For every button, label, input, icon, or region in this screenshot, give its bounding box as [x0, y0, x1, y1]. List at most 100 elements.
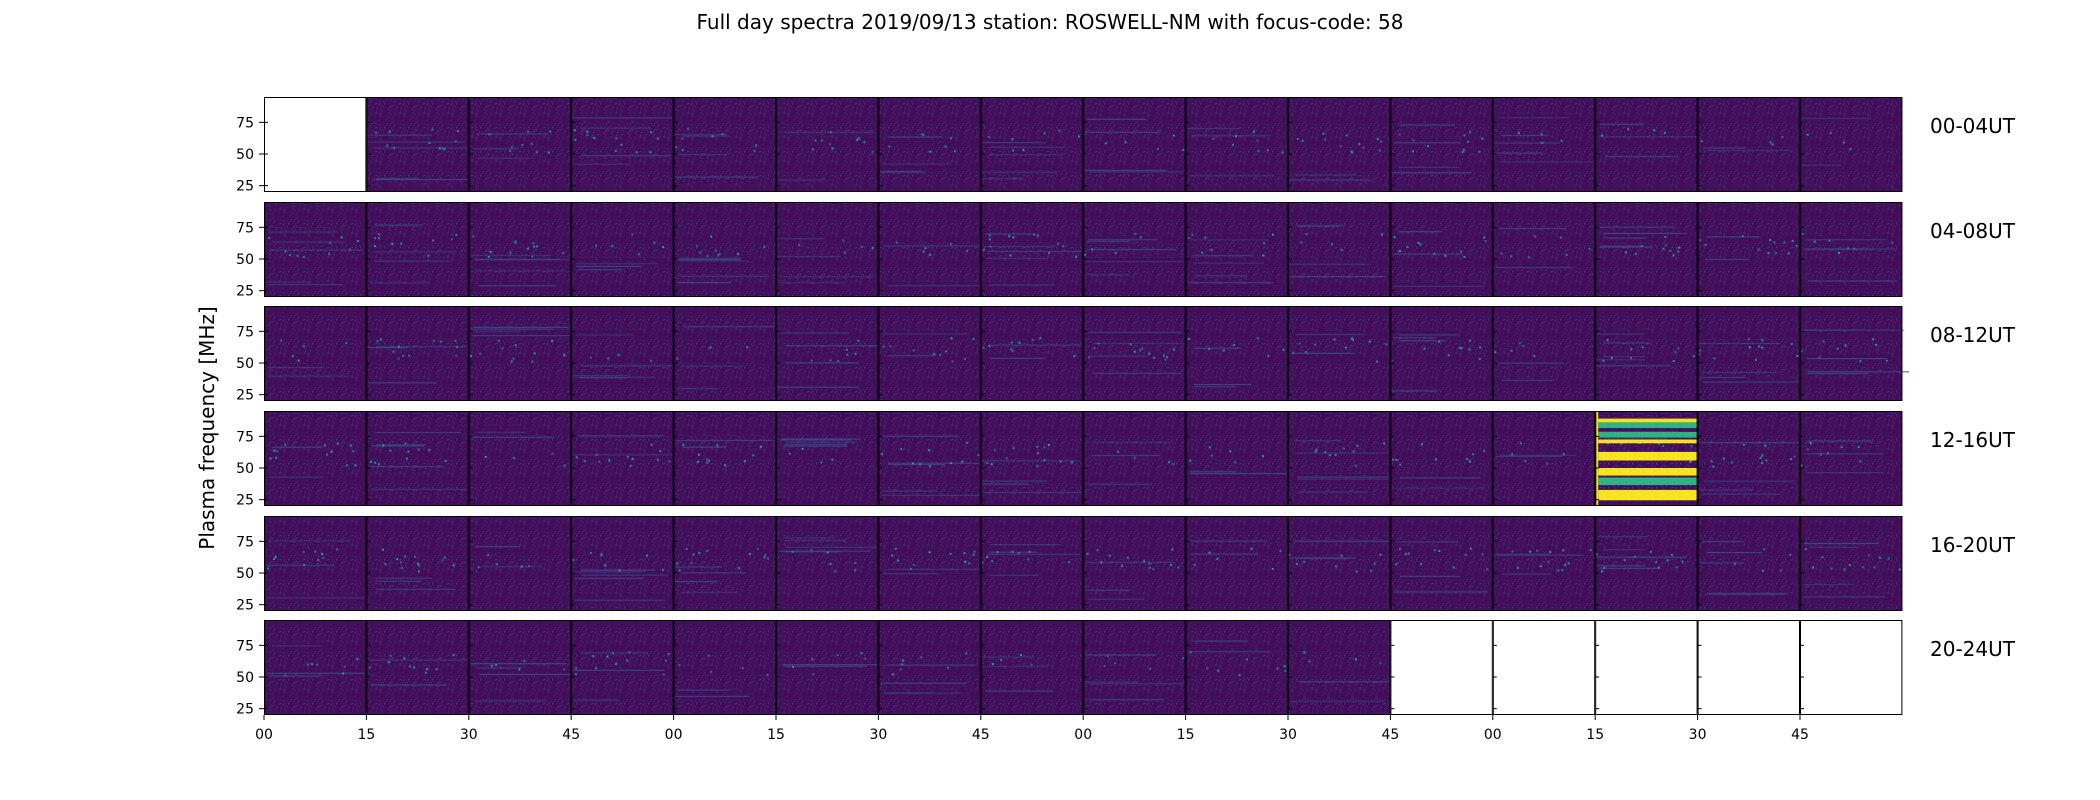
signal-speckle — [968, 562, 971, 565]
interference-line — [1801, 117, 1872, 120]
signal-speckle — [1133, 350, 1136, 353]
signal-speckle — [397, 357, 400, 360]
interference-line — [987, 250, 1088, 253]
spectrum-panel — [366, 620, 469, 715]
panel-frame — [980, 202, 1084, 297]
interference-line — [1805, 239, 1888, 241]
interference-line — [580, 155, 671, 157]
panel-frame — [673, 97, 776, 192]
signal-speckle — [428, 448, 431, 451]
interference-line — [1295, 333, 1366, 336]
signal-speckle — [1589, 549, 1592, 552]
signal-speckle — [933, 352, 936, 355]
spectrum-panel — [776, 411, 879, 506]
signal-speckle — [1483, 236, 1486, 239]
spectra-row: 12-16UT 25 50 75 — [236, 411, 2016, 509]
interference-line — [881, 494, 982, 496]
signal-speckle — [860, 652, 863, 655]
signal-speckle — [1238, 674, 1241, 677]
signal-speckle — [1191, 233, 1194, 236]
signal-speckle — [414, 556, 417, 558]
interference-line — [474, 700, 547, 702]
interference-line — [267, 367, 325, 369]
interference-line — [1089, 274, 1131, 276]
signal-speckle — [1133, 456, 1136, 459]
signal-speckle — [1875, 343, 1877, 346]
signal-speckle — [864, 657, 867, 660]
signal-speckle — [950, 462, 953, 464]
signal-speckle — [843, 251, 846, 254]
signal-speckle — [650, 359, 653, 362]
signal-speckle — [1011, 349, 1014, 352]
signal-speckle — [1250, 547, 1253, 550]
interference-line — [1092, 342, 1187, 345]
interference-line — [1800, 164, 1842, 166]
interference-line — [1398, 166, 1459, 168]
signal-speckle — [759, 445, 762, 448]
signal-speckle — [1830, 132, 1832, 134]
strong-band — [1598, 468, 1698, 476]
spectrum-panel — [776, 516, 879, 611]
signal-speckle — [1305, 233, 1308, 236]
interference-line — [1499, 362, 1563, 364]
interference-line — [1601, 136, 1697, 138]
signal-speckle — [1627, 128, 1630, 131]
signal-speckle — [521, 144, 524, 147]
signal-speckle — [374, 131, 377, 134]
interference-line — [376, 444, 426, 446]
signal-speckle — [1761, 339, 1764, 342]
signal-speckle — [1813, 240, 1816, 243]
interference-line — [1808, 546, 1858, 548]
interference-line — [580, 569, 656, 571]
signal-speckle — [1510, 349, 1513, 352]
signal-speckle — [746, 346, 749, 349]
signal-speckle — [606, 655, 609, 658]
interference-line — [1398, 541, 1459, 543]
spectrum-panel — [1288, 97, 1391, 192]
signal-speckle — [668, 460, 671, 463]
signal-speckle — [1806, 133, 1809, 136]
spectrum-panel — [776, 306, 879, 401]
interference-line — [1494, 554, 1584, 556]
signal-speckle — [600, 553, 603, 556]
signal-speckle — [1117, 450, 1119, 453]
spectrum-panel — [366, 202, 469, 297]
interference-line — [679, 275, 770, 277]
interference-line — [1596, 565, 1646, 567]
signal-speckle — [1027, 558, 1030, 561]
signal-speckle — [1528, 256, 1530, 259]
interference-line — [1806, 358, 1887, 360]
interference-line — [577, 269, 623, 271]
signal-speckle — [991, 560, 994, 562]
spectrum-panel — [1083, 306, 1186, 401]
spectrum-panel — [468, 97, 572, 192]
interference-line — [1803, 596, 1885, 598]
interference-line — [676, 388, 719, 390]
signal-speckle — [1030, 663, 1033, 666]
spectrum-panel — [673, 516, 776, 611]
interference-line — [478, 673, 571, 675]
panel-frame — [1697, 411, 1800, 506]
signal-speckle — [650, 443, 653, 446]
signal-speckle — [1458, 346, 1461, 349]
interference-line — [785, 345, 878, 347]
signal-speckle — [709, 346, 712, 349]
signal-speckle — [676, 357, 679, 360]
interference-line — [680, 154, 727, 156]
signal-speckle — [659, 450, 662, 453]
signal-speckle — [854, 569, 857, 572]
signal-speckle — [1657, 566, 1660, 569]
y-tick-label: 75 — [236, 429, 254, 445]
spectrum-panel — [1185, 516, 1288, 611]
interference-line — [1698, 342, 1781, 345]
interference-line — [1700, 489, 1754, 491]
interference-line — [1805, 329, 1905, 331]
interference-line — [1392, 285, 1485, 287]
signal-speckle — [947, 666, 950, 669]
signal-speckle — [388, 130, 391, 133]
spectrum-panel — [1595, 202, 1698, 297]
spectrum-panel — [571, 411, 674, 506]
interference-line — [1807, 440, 1874, 442]
interference-line — [1290, 276, 1387, 278]
interference-line — [879, 573, 939, 575]
